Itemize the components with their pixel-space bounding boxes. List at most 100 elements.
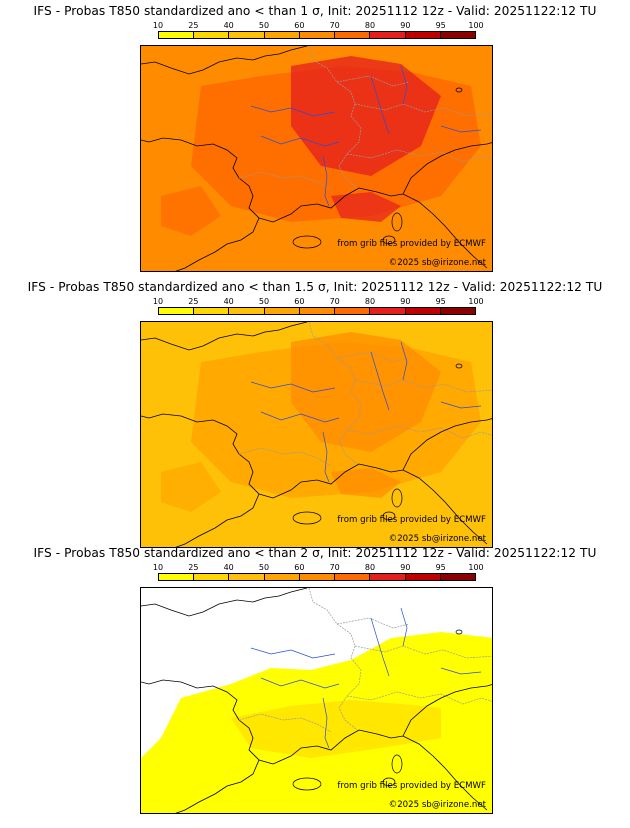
colorbar-segment	[405, 32, 441, 38]
colorbar-segment	[159, 32, 195, 38]
island-outline	[455, 87, 463, 93]
colorbar-tick-label: 25	[188, 297, 199, 306]
island-outline	[455, 363, 463, 369]
source-credit: from grib files provided by ECMWF	[337, 781, 486, 791]
colorbar-tick-label: 50	[258, 21, 270, 30]
island-outline	[292, 235, 322, 249]
colorbar-tick-label: 95	[435, 297, 446, 306]
probability-area	[331, 468, 401, 498]
colorbar-tick-label: 10	[152, 21, 164, 30]
colorbar-segment	[440, 32, 475, 38]
copyright-credit: ©2025 sb@irizone.net	[388, 800, 486, 810]
colorbar-segment	[335, 308, 371, 314]
colorbar-tick-label: 100	[468, 21, 484, 30]
coastline	[141, 46, 492, 271]
colorbar-ticks: 10 25 40 50 60 70 80 90 95 100	[153, 297, 484, 307]
map-panel-1: IFS - Probas T850 standardized ano < tha…	[0, 4, 630, 274]
colorbar-tick-label: 80	[364, 563, 376, 572]
colorbar-tick-label: 10	[152, 563, 164, 572]
colorbar	[158, 31, 476, 39]
colorbar-segment	[159, 308, 195, 314]
colorbar-segment	[229, 308, 265, 314]
panel-title: IFS - Probas T850 standardized ano < tha…	[33, 4, 597, 18]
colorbar	[158, 573, 476, 581]
probability-area	[231, 700, 441, 758]
colorbar-ticks: 10 25 40 50 60 70 80 90 95 100	[153, 563, 484, 573]
probability-area	[161, 186, 221, 236]
probability-map: from grib files provided by ECMWF ©2025 …	[140, 45, 493, 272]
colorbar-segment	[264, 32, 300, 38]
probability-area	[161, 462, 221, 512]
colorbar-tick-label: 100	[468, 297, 484, 306]
colorbar-tick-label: 60	[294, 21, 305, 30]
colorbar-tick-label: 70	[329, 21, 340, 30]
colorbar-tick-label: 50	[258, 297, 270, 306]
colorbar-tick-label: 25	[188, 21, 199, 30]
colorbar-tick-label: 50	[258, 563, 270, 572]
colorbar-segment	[370, 32, 406, 38]
colorbar-segment	[299, 308, 336, 314]
island-outline	[292, 511, 322, 525]
colorbar-tick-label: 70	[329, 563, 340, 572]
probability-map: from grib files provided by ECMWF ©2025 …	[140, 587, 493, 814]
colorbar-tick-label: 95	[435, 21, 446, 30]
island-outline	[382, 511, 396, 521]
no-signal-area	[141, 628, 201, 674]
colorbar-tick-label: 40	[223, 21, 234, 30]
colorbar-ticks: 10 25 40 50 60 70 80 90 95 100	[153, 21, 484, 31]
colorbar-segment	[370, 308, 406, 314]
colorbar-tick-label: 90	[400, 297, 411, 306]
border-line	[238, 46, 492, 191]
colorbar-tick-label: 70	[329, 297, 340, 306]
colorbar-segment	[264, 574, 300, 580]
island-outline	[382, 777, 396, 787]
colorbar-segment	[440, 308, 475, 314]
colorbar-segment	[335, 574, 371, 580]
panel-title: IFS - Probas T850 standardized ano < tha…	[33, 546, 597, 560]
colorbar-tick-label: 60	[294, 297, 305, 306]
colorbar-segment	[299, 574, 336, 580]
panel-title: IFS - Probas T850 standardized ano < tha…	[27, 280, 603, 294]
island-outline	[382, 235, 396, 245]
colorbar-segment	[229, 574, 265, 580]
colorbar	[158, 307, 476, 315]
island-outline	[391, 754, 403, 774]
colorbar-segment	[405, 574, 441, 580]
border-line	[238, 588, 492, 733]
probability-area	[331, 192, 401, 222]
colorbar-segment	[194, 574, 230, 580]
colorbar-tick-label: 40	[223, 563, 234, 572]
coastline	[141, 588, 492, 813]
probability-area	[291, 56, 441, 176]
colorbar-segment	[405, 308, 441, 314]
copyright-credit: ©2025 sb@irizone.net	[388, 534, 486, 544]
map-panel-3: IFS - Probas T850 standardized ano < tha…	[0, 546, 630, 822]
colorbar-segment	[194, 308, 230, 314]
island-outline	[455, 629, 463, 635]
colorbar-segment	[370, 574, 406, 580]
river-line	[250, 65, 482, 207]
river-line	[250, 341, 482, 483]
colorbar-tick-label: 80	[364, 21, 376, 30]
probability-map: from grib files provided by ECMWF ©2025 …	[140, 321, 493, 548]
copyright-credit: ©2025 sb@irizone.net	[388, 258, 486, 268]
colorbar-tick-label: 90	[400, 21, 411, 30]
colorbar-tick-label: 40	[223, 297, 234, 306]
colorbar-tick-label: 90	[400, 563, 411, 572]
colorbar-tick-label: 100	[468, 563, 484, 572]
colorbar-segment	[440, 574, 475, 580]
river-line	[250, 607, 482, 749]
island-outline	[292, 777, 322, 791]
colorbar-segment	[194, 32, 230, 38]
colorbar-segment	[229, 32, 265, 38]
colorbar-tick-label: 80	[364, 297, 376, 306]
colorbar-tick-label: 25	[188, 563, 199, 572]
colorbar-tick-label: 95	[435, 563, 446, 572]
colorbar-tick-label: 60	[294, 563, 305, 572]
colorbar-segment	[159, 574, 195, 580]
map-panel-2: IFS - Probas T850 standardized ano < tha…	[0, 280, 630, 550]
colorbar-segment	[335, 32, 371, 38]
probability-area	[291, 332, 441, 452]
colorbar-tick-label: 10	[152, 297, 164, 306]
colorbar-segment	[264, 308, 300, 314]
